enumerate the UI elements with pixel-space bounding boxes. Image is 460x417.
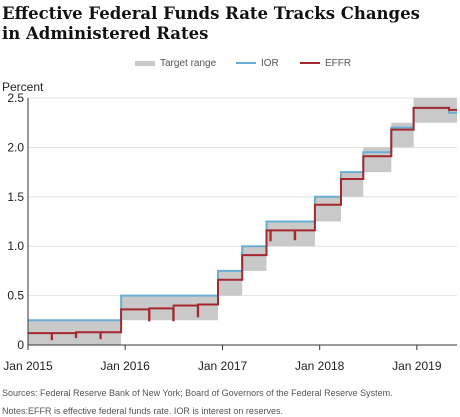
y-tick-label-3: 1.5: [7, 190, 24, 204]
tick-labels: 0 0.5 1.0 1.5 2.0 2.5 Jan 2015 Jan 2016 Jan 2017…: [3, 91, 442, 373]
y-tick-label-5: 2.5: [7, 91, 24, 105]
effr-swatch: [300, 62, 320, 65]
x-tick-label-4: Jan 2019: [392, 359, 442, 373]
legend-item-target-range: Target range: [135, 57, 216, 71]
series-lines: [28, 106, 457, 341]
sources-note: Sources: Federal Reserve Bank of New Yor…: [2, 388, 393, 398]
target-range-swatch: [135, 60, 155, 66]
chart-title: Effective Federal Funds Rate Tracks Chan…: [2, 4, 420, 43]
x-tick-label-2: Jan 2017: [198, 359, 248, 373]
target-range-area: [28, 98, 457, 345]
x-tick-label-1: Jan 2016: [100, 359, 150, 373]
legend-label-effr: EFFR: [325, 58, 352, 69]
y-tick-label-2: 1.0: [7, 239, 24, 253]
y-tick-label-0: 0: [17, 338, 24, 352]
legend-item-ior: IOR: [236, 57, 279, 71]
legend-label-target-range: Target range: [160, 58, 217, 69]
target-range-band: [28, 98, 457, 345]
y-tick-label-4: 2.0: [7, 140, 24, 154]
legend: Target range IOR EFFR: [0, 57, 460, 71]
axes: [27, 98, 457, 350]
y-tick-label-1: 0.5: [7, 289, 24, 303]
ior-swatch: [236, 62, 256, 65]
x-tick-label-3: Jan 2018: [295, 359, 345, 373]
effr-line: [28, 106, 457, 341]
legend-label-ior: IOR: [261, 58, 279, 69]
y-axis-label: Percent: [2, 80, 44, 94]
notes-text: Notes:EFFR is effective federal funds ra…: [2, 406, 283, 416]
x-tick-label-0: Jan 2015: [3, 359, 53, 373]
legend-item-effr: EFFR: [300, 57, 351, 71]
